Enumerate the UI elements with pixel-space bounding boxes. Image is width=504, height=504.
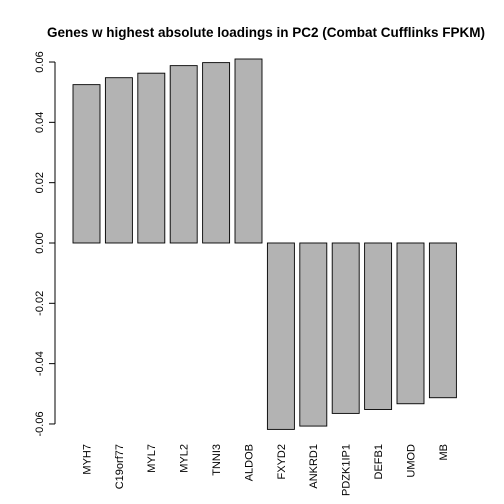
bar-mb — [428, 242, 457, 399]
bar-aldob — [234, 58, 263, 244]
category-label-ankrd1: ANKRD1 — [308, 444, 320, 489]
bar-fxyd2 — [266, 242, 295, 430]
bar-myl2 — [169, 65, 198, 244]
category-label-pdzk1ip1: PDZK1IP1 — [341, 444, 353, 496]
y-tick-label: 0.00 — [34, 232, 46, 253]
bar-myl7 — [137, 72, 166, 244]
y-tick-label: 0.06 — [34, 51, 46, 72]
y-tick-label: -0.02 — [34, 291, 46, 316]
bar-umod — [396, 242, 425, 405]
y-tick-label: 0.02 — [34, 172, 46, 193]
y-axis: -0.06 -0.04 -0.02 0.00 0.02 0.04 0.06 — [34, 51, 56, 437]
category-label-fxyd2: FXYD2 — [276, 444, 288, 479]
y-tick-label: -0.06 — [34, 411, 46, 436]
bar-defb1 — [364, 242, 393, 410]
category-label-myl2: MYL2 — [179, 444, 191, 473]
bars — [72, 58, 457, 430]
category-label-myh7: MYH7 — [81, 444, 93, 475]
y-tick-label: 0.04 — [34, 112, 46, 133]
bar-tnni3 — [202, 62, 231, 244]
chart-title: Genes w highest absolute loadings in PC2… — [47, 25, 485, 40]
bar-pdzk1ip1 — [331, 242, 360, 414]
category-label-aldob: ALDOB — [243, 444, 255, 481]
category-label-umod: UMOD — [405, 444, 417, 478]
bar-c19orf77 — [104, 77, 133, 244]
y-tick-label: -0.04 — [34, 351, 46, 376]
category-label-tnni3: TNNI3 — [211, 444, 223, 476]
category-label-c19orf77: C19orf77 — [114, 444, 126, 489]
category-label-mb: MB — [438, 444, 450, 461]
bar-ankrd1 — [299, 242, 328, 427]
bar-myh7 — [72, 84, 101, 244]
x-axis-labels: MYH7 C19orf77 MYL7 MYL2 TNNI3 ALDOB FXYD2 ANKRD… — [81, 444, 449, 496]
category-label-defb1: DEFB1 — [373, 444, 385, 479]
category-label-myl7: MYL7 — [146, 444, 158, 473]
